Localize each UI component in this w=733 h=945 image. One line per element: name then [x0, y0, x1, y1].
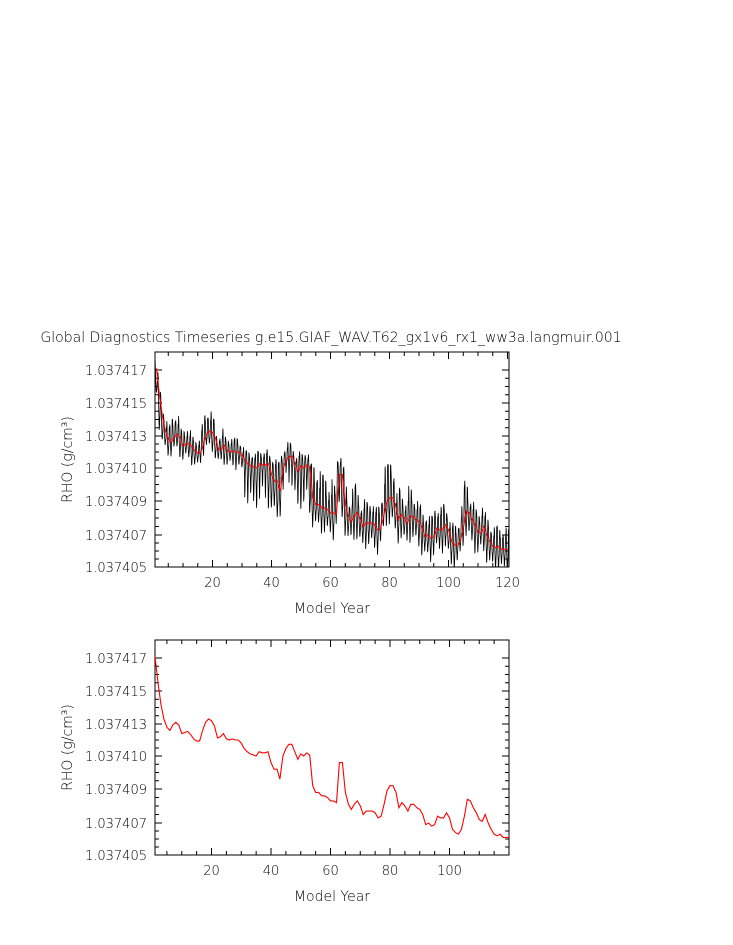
- y-tick-label: 1.037407: [85, 817, 147, 832]
- y-tick-label: 1.037407: [85, 529, 147, 544]
- x-tick-label: 60: [322, 864, 339, 879]
- x-tick-label: 80: [381, 576, 398, 591]
- x-tick-label: 100: [437, 864, 462, 879]
- plot-area: [155, 656, 509, 838]
- x-tick-label: 120: [495, 576, 520, 591]
- y-tick-label: 1.037413: [85, 718, 147, 733]
- y-tick-label: 1.037415: [85, 685, 147, 700]
- x-axis-label: Model Year: [294, 601, 370, 617]
- y-tick-label: 1.037410: [85, 750, 147, 765]
- y-tick-label: 1.037417: [85, 652, 147, 667]
- y-tick-label: 1.037409: [85, 495, 147, 510]
- x-tick-label: 40: [263, 576, 280, 591]
- y-axis-label: RHO (g/cm³): [60, 416, 76, 503]
- annual-series-line: [155, 656, 509, 838]
- y-axis-label: RHO (g/cm³): [60, 704, 76, 791]
- figure-title: Global Diagnostics Timeseries g.e15.GIAF…: [40, 330, 621, 346]
- y-tick-label: 1.037405: [85, 849, 147, 864]
- annual-series-line: [155, 368, 508, 550]
- y-tick-label: 1.037413: [85, 430, 147, 445]
- top-panel: 20 40 60 80 100 120 1.037405 1.037407 1.037409 1.…: [60, 351, 520, 617]
- monthly-series-line: [155, 357, 509, 567]
- y-tick-label: 1.037409: [85, 783, 147, 798]
- x-tick-label: 60: [322, 576, 339, 591]
- x-tick-label: 100: [436, 576, 461, 591]
- x-axis-label: Model Year: [294, 889, 370, 905]
- x-tick-label: 20: [203, 864, 220, 879]
- y-tick-label: 1.037410: [85, 462, 147, 477]
- x-tick-label: 80: [382, 864, 399, 879]
- x-tick-label: 20: [204, 576, 221, 591]
- y-tick-label: 1.037405: [85, 561, 147, 576]
- y-tick-label: 1.037417: [85, 364, 147, 379]
- plot-frame: [154, 639, 510, 856]
- x-tick-label: 40: [263, 864, 280, 879]
- plot-area: [155, 357, 509, 567]
- y-tick-label: 1.037415: [85, 397, 147, 412]
- bottom-panel: 20 40 60 80 100 1.037405 1.037407 1.037409 1.037…: [60, 639, 510, 905]
